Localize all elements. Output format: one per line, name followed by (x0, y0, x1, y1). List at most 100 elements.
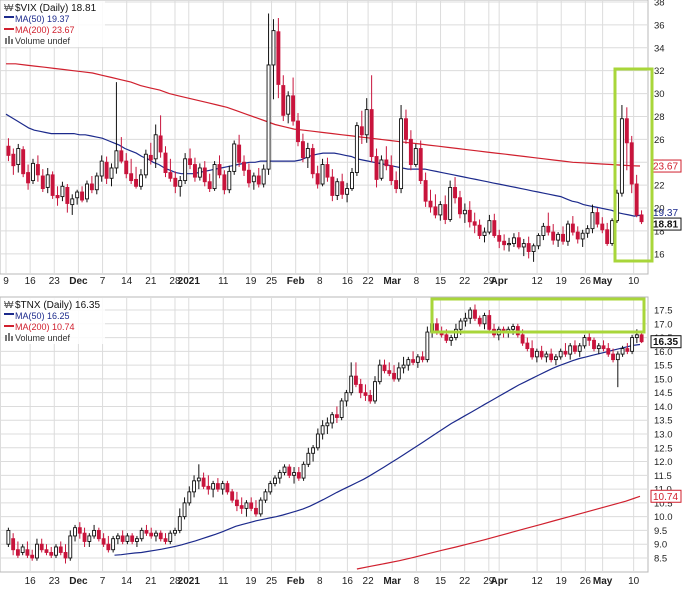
candle (359, 110, 364, 144)
candle-body (89, 183, 94, 191)
candle (234, 491, 239, 512)
candle (35, 538, 39, 561)
candle (230, 489, 235, 503)
candle (339, 398, 344, 421)
candle (202, 161, 207, 187)
candle (73, 524, 77, 542)
candle-body (82, 532, 87, 542)
candle (463, 312, 468, 327)
x-tick-label: 16 (342, 276, 354, 287)
candle-body (26, 172, 31, 184)
candle-body (50, 174, 55, 196)
vix-grid (1, 1, 647, 273)
candle-body (349, 375, 354, 394)
candle (281, 75, 286, 122)
candle-body (551, 231, 556, 241)
candle-body (35, 543, 39, 559)
candle (187, 486, 192, 506)
candle (340, 173, 345, 199)
candle (15, 541, 20, 558)
candle (629, 135, 634, 194)
candle-body (587, 337, 592, 341)
candle (148, 142, 153, 165)
candle (134, 166, 139, 189)
candle-body (220, 483, 225, 490)
candle (639, 332, 644, 344)
candle-body (276, 31, 281, 85)
candle-body (394, 180, 399, 190)
x-tick-label: May (593, 276, 613, 287)
candle-body (406, 359, 411, 366)
candle (354, 362, 358, 388)
candle (178, 175, 183, 197)
candle (20, 544, 25, 556)
y-tick-label: 30 (654, 89, 665, 100)
candle (135, 535, 139, 547)
candle (232, 140, 237, 175)
y-tick-label: 18 (654, 226, 665, 237)
candle-body (87, 535, 92, 542)
candle (379, 155, 384, 181)
x-tick-label: 29 (483, 576, 495, 587)
candle-body (106, 543, 111, 551)
candle (291, 77, 296, 126)
candle-body (615, 353, 620, 361)
candle-body (256, 175, 261, 185)
candle-body (296, 472, 301, 479)
candle-body (16, 148, 21, 165)
x-tick-label: 14 (121, 276, 133, 287)
candle-body (183, 158, 188, 182)
x-tick-label: 22 (363, 276, 375, 287)
candle-body (428, 200, 433, 208)
candle (246, 163, 251, 188)
candle-body (215, 483, 220, 490)
candle-body (211, 483, 216, 490)
candle (487, 310, 492, 333)
candle (311, 445, 316, 462)
candle-body (339, 400, 344, 418)
candle-body (611, 353, 615, 361)
candle (551, 224, 556, 245)
vix-legend-ma200: MA(200) 23.67 (15, 25, 75, 35)
candle (282, 464, 287, 476)
candle-body (158, 135, 163, 153)
tnx-ma200-line (356, 495, 641, 570)
candle (573, 340, 577, 355)
candle (111, 535, 116, 553)
candle (575, 226, 580, 244)
candle-body (281, 85, 286, 116)
candle-body (15, 549, 20, 556)
candle (182, 497, 187, 520)
vix-legend-volume: Volume undef (15, 36, 71, 46)
candle-body (39, 543, 44, 551)
candle (563, 343, 568, 357)
candle (544, 351, 549, 363)
x-tick-label: 16 (342, 576, 354, 587)
x-tick-label: 26 (580, 276, 592, 287)
candle (138, 169, 143, 190)
x-tick-label: 8 (317, 576, 323, 587)
y-tick-label: 15.5 (654, 361, 673, 372)
candle-body (487, 315, 492, 330)
candle-body (158, 532, 163, 540)
vix-ma50-line (5, 113, 641, 217)
x-tick-label: 23 (49, 576, 61, 587)
x-tick-label: 9 (3, 276, 9, 287)
candle-body (234, 499, 239, 507)
candle-body (65, 186, 70, 204)
candle-body (258, 499, 263, 515)
candle (595, 208, 600, 228)
tnx-ma200-legend-swatch (4, 325, 14, 327)
candle-body (111, 538, 116, 551)
candle (99, 155, 104, 182)
candle (196, 464, 201, 490)
candle-body (68, 535, 73, 559)
y-tick-label: 32 (654, 66, 665, 77)
x-tick-label: 12 (532, 576, 544, 587)
y-tick-label: 36 (654, 20, 665, 31)
y-tick-label: 17.0 (654, 319, 673, 330)
candle-body (516, 237, 521, 248)
candle-body (625, 348, 630, 352)
candle-body (577, 345, 582, 352)
candle (225, 480, 230, 495)
